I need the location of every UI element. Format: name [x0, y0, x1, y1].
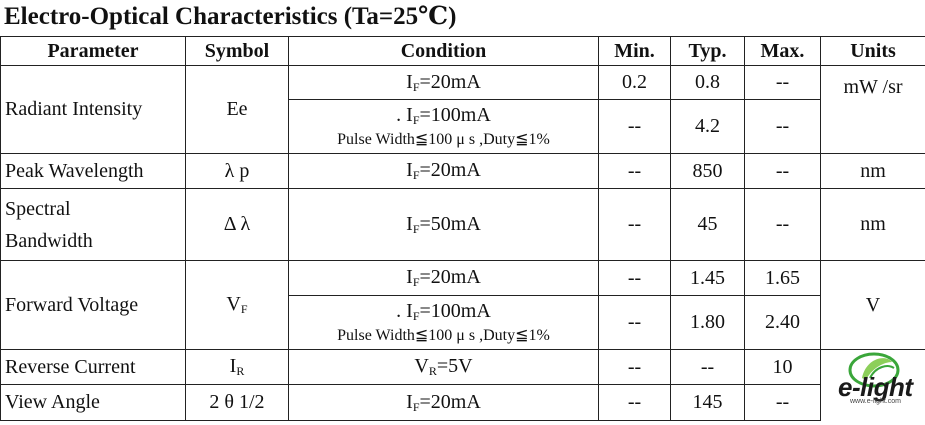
min-value: -- [598, 349, 671, 385]
condition-cell: IF=20mA [288, 153, 599, 189]
min-value: -- [598, 295, 671, 350]
typ-value: 1.45 [670, 260, 745, 296]
units-peak-wavelength: nm [820, 153, 925, 189]
characteristics-table: Parameter Symbol Condition Min. Typ. Max… [0, 36, 925, 421]
condition-cell: IF=20mA [288, 260, 599, 296]
pulse-note: Pulse Width≦100 μ s ,Duty≦1% [337, 130, 550, 148]
table-row: . IF=100mA Pulse Width≦100 μ s ,Duty≦1% … [1, 295, 925, 350]
min-value: 0.2 [598, 65, 671, 100]
param-reverse-current: Reverse Current [0, 349, 186, 385]
header-max: Max. [744, 36, 821, 66]
header-parameter: Parameter [0, 36, 186, 66]
symbol-peak-wavelength: λ p [185, 153, 289, 189]
max-value: -- [744, 153, 821, 189]
table-row: . IF=100mA Pulse Width≦100 μ s ,Duty≦1% … [1, 99, 925, 154]
typ-value: -- [670, 349, 745, 385]
symbol-view-angle: 2 θ 1/2 [185, 384, 289, 421]
units-spectral-bandwidth: nm [820, 188, 925, 261]
condition-cell: IF=50mA [288, 188, 599, 261]
header-symbol: Symbol [185, 36, 289, 66]
table-row: Reverse Current IR VR=5V -- -- 10 [0, 349, 925, 421]
units-forward-voltage: V [820, 260, 925, 350]
condition-cell: IF=20mA [288, 65, 599, 100]
param-view-angle: View Angle [0, 384, 186, 421]
header-typ: Typ. [670, 36, 745, 66]
typ-value: 1.80 [670, 295, 745, 350]
condition-cell: IF=20mA [288, 384, 599, 421]
condition-cell: . IF=100mA Pulse Width≦100 μ s ,Duty≦1% [288, 99, 599, 154]
leaf-icon [848, 352, 900, 388]
max-value: -- [744, 65, 821, 100]
symbol-radiant-intensity: Ee [185, 65, 289, 154]
table-row: Radiant Intensity Ee IF=20mA 0.2 0.8 -- … [0, 65, 925, 154]
table-row: Spectral Bandwidth Δ λ IF=50mA -- 45 -- … [0, 188, 925, 261]
symbol-reverse-current: IR [185, 349, 289, 385]
header-units: Units [820, 36, 925, 66]
typ-value: 145 [670, 384, 745, 421]
param-peak-wavelength: Peak Wavelength [0, 153, 186, 189]
param-forward-voltage: Forward Voltage [0, 260, 186, 350]
condition-cell: . IF=100mA Pulse Width≦100 μ s ,Duty≦1% [288, 295, 599, 350]
table-row: Forward Voltage VF IF=20mA -- 1.45 1.65 … [0, 260, 925, 350]
symbol-forward-voltage: VF [185, 260, 289, 350]
e-light-logo: e-light www.e-light.com [826, 348, 922, 408]
max-value: 2.40 [744, 295, 821, 350]
param-spectral-bandwidth: Spectral Bandwidth [0, 188, 186, 261]
min-value: -- [598, 260, 671, 296]
header-condition: Condition [288, 36, 599, 66]
header-row: Parameter Symbol Condition Min. Typ. Max… [0, 36, 925, 66]
max-value: 1.65 [744, 260, 821, 296]
logo-text: e-light [838, 372, 913, 402]
min-value: -- [598, 188, 671, 261]
max-value: -- [744, 188, 821, 261]
typ-value: 0.8 [670, 65, 745, 100]
max-value: -- [744, 99, 821, 154]
max-value: -- [744, 384, 821, 421]
section-title: Electro-Optical Characteristics (Ta=25℃) [4, 3, 457, 30]
table-row: View Angle 2 θ 1/2 IF=20mA -- 145 -- [0, 384, 925, 421]
table-row: Peak Wavelength λ p IF=20mA -- 850 -- nm [0, 153, 925, 189]
pulse-note: Pulse Width≦100 μ s ,Duty≦1% [337, 326, 550, 344]
logo-url: www.e-light.com [850, 398, 901, 405]
min-value: -- [598, 99, 671, 154]
typ-value: 45 [670, 188, 745, 261]
header-min: Min. [598, 36, 671, 66]
typ-value: 4.2 [670, 99, 745, 154]
units-radiant-intensity: mW /sr [820, 65, 925, 154]
max-value: 10 [744, 349, 821, 385]
param-radiant-intensity: Radiant Intensity [0, 65, 186, 154]
typ-value: 850 [670, 153, 745, 189]
min-value: -- [598, 153, 671, 189]
symbol-spectral-bandwidth: Δ λ [185, 188, 289, 261]
condition-cell: VR=5V [288, 349, 599, 385]
min-value: -- [598, 384, 671, 421]
